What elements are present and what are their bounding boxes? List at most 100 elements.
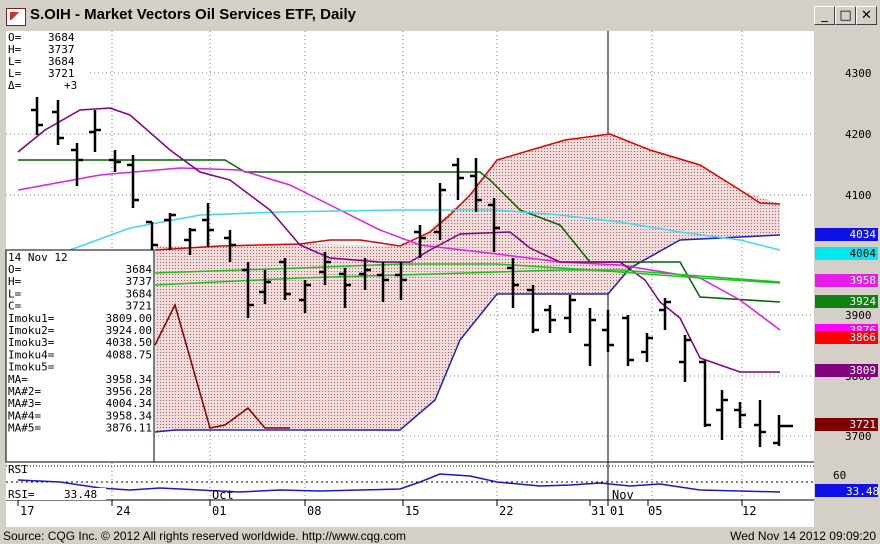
timestamp-text: Wed Nov 14 2012 09:09:20 <box>730 529 876 543</box>
ichimoku-cloud-left <box>155 244 400 432</box>
price-badge <box>815 274 878 287</box>
data-box-value: 4088.75 <box>106 348 152 361</box>
data-box-label: Imoku5= <box>8 361 55 374</box>
price-badge <box>815 364 878 377</box>
maximize-button[interactable]: □ <box>835 6 856 25</box>
price-badge <box>815 418 878 431</box>
month-label: Oct <box>212 488 234 502</box>
window-title: S.OIH - Market Vectors Oil Services ETF,… <box>30 6 356 23</box>
price-badge-value: 3721 <box>850 418 877 431</box>
header-quote-label: Δ= <box>8 79 22 92</box>
price-bars <box>31 97 793 447</box>
data-box-value: 4004.34 <box>106 397 153 410</box>
data-box-value: 3684 <box>126 287 153 300</box>
price-axis-label: 4100 <box>845 189 872 202</box>
date-label: 22 <box>499 504 513 518</box>
ma-purple-line <box>17 107 780 373</box>
data-box-label: L= <box>8 287 22 300</box>
rsi-badge <box>815 484 878 497</box>
lagging-line <box>154 302 290 429</box>
data-box-date: 14 Nov 12 <box>8 251 68 264</box>
tenkan-line <box>154 133 781 251</box>
price-badge-value: 4004 <box>850 247 877 260</box>
data-box-label: Imoku3= <box>8 336 55 349</box>
date-label: 31 <box>591 504 605 518</box>
data-box-label: MA#5= <box>8 422 41 435</box>
data-box-label: H= <box>8 275 22 288</box>
minimize-button[interactable]: _ <box>814 6 835 25</box>
data-box-value: 3956.28 <box>106 385 152 398</box>
data-box-label: C= <box>8 300 22 313</box>
data-box-label: O= <box>8 263 22 276</box>
header-quote-label: H= <box>8 43 22 56</box>
header-quote-value: +3 <box>64 79 77 92</box>
price-badge <box>815 295 878 308</box>
close-button[interactable]: ✕ <box>856 6 877 25</box>
header-quote-value: 3684 <box>48 55 75 68</box>
copyright-text: Source: CQG Inc. © 2012 All rights reser… <box>3 529 407 543</box>
rsi-value-label: RSI= <box>8 488 35 501</box>
ma-magenta-line <box>17 167 781 331</box>
data-box-value: 3924.00 <box>106 324 152 337</box>
month-label: Nov <box>612 488 634 502</box>
price-badge <box>815 228 878 241</box>
data-box-label: MA#2= <box>8 385 41 398</box>
rsi-axis-tick: 60 <box>833 469 846 482</box>
data-box-label: Imoku1= <box>8 312 55 325</box>
price-badge-value: 3924 <box>850 295 877 308</box>
date-label: 08 <box>307 504 321 518</box>
date-axis: 17 24 01 08 15 22 31 01 05 12 Oct Nov <box>20 488 756 518</box>
ma-green-line <box>154 263 781 284</box>
rsi-badge-text: 33.48 <box>846 485 879 498</box>
data-box-value: 3737 <box>126 275 153 288</box>
data-box-value: 3958.34 <box>106 373 153 386</box>
date-label: 15 <box>405 504 419 518</box>
header-quote-value: 3737 <box>48 43 75 56</box>
price-badge-value: 3866 <box>850 331 877 344</box>
price-badge-value: 3958 <box>850 274 877 287</box>
data-box-label: MA= <box>8 373 28 386</box>
data-box-value: 3721 <box>126 300 153 313</box>
data-box-label: Imoku4= <box>8 348 55 361</box>
date-label: 17 <box>20 504 34 518</box>
ma-green-line-2 <box>154 269 781 286</box>
rsi-line <box>17 473 781 493</box>
senkou-span-b-line <box>154 234 781 433</box>
date-label: 12 <box>742 504 756 518</box>
rsi-panel-label: RSI <box>8 463 28 476</box>
data-box-text: 14 Nov 12 O= 3684 H= 3737 L= 3684 C= 3721 Imoku1… <box>8 251 152 435</box>
data-box-value: 4038.50 <box>106 336 152 349</box>
price-badge-value: 3809 <box>850 364 877 377</box>
data-box-value: 3876.11 <box>106 422 152 435</box>
date-label: 05 <box>648 504 662 518</box>
price-axis-label: 3700 <box>845 430 872 443</box>
header-quote-bg <box>6 31 90 95</box>
price-badge-value: 4034 <box>850 228 877 241</box>
date-ticks <box>17 500 743 506</box>
header-quote: O= 3684 H= 3737 L= 3684 L= 3721 Δ= +3 <box>8 31 77 92</box>
data-box-value: 3958.34 <box>106 409 153 422</box>
window-titlebar: S.OIH - Market Vectors Oil Services ETF,… <box>0 0 880 31</box>
date-label: 01 <box>212 504 226 518</box>
price-axis-label: 4300 <box>845 67 872 80</box>
data-box <box>5 249 155 463</box>
data-box-value: 3809.00 <box>106 312 152 325</box>
price-badge <box>815 331 878 344</box>
rsi-label-bg <box>6 488 106 500</box>
ma-cyan-line <box>69 209 781 251</box>
price-badge <box>815 247 878 260</box>
rsi-value: 33.48 <box>64 488 97 501</box>
data-box-value: 3684 <box>126 263 153 276</box>
status-bar: Source: CQG Inc. © 2012 All rights reser… <box>0 528 880 544</box>
header-quote-value: 3721 <box>48 67 75 80</box>
app-icon[interactable] <box>6 8 26 26</box>
header-quote-value: 3684 <box>48 31 75 44</box>
data-box-label: MA#4= <box>8 409 41 422</box>
date-label: 24 <box>116 504 130 518</box>
header-quote-label: O= <box>8 31 22 44</box>
header-quote-label: L= <box>8 67 22 80</box>
price-axis-label: 3900 <box>845 309 872 322</box>
data-box-label: Imoku2= <box>8 324 55 337</box>
